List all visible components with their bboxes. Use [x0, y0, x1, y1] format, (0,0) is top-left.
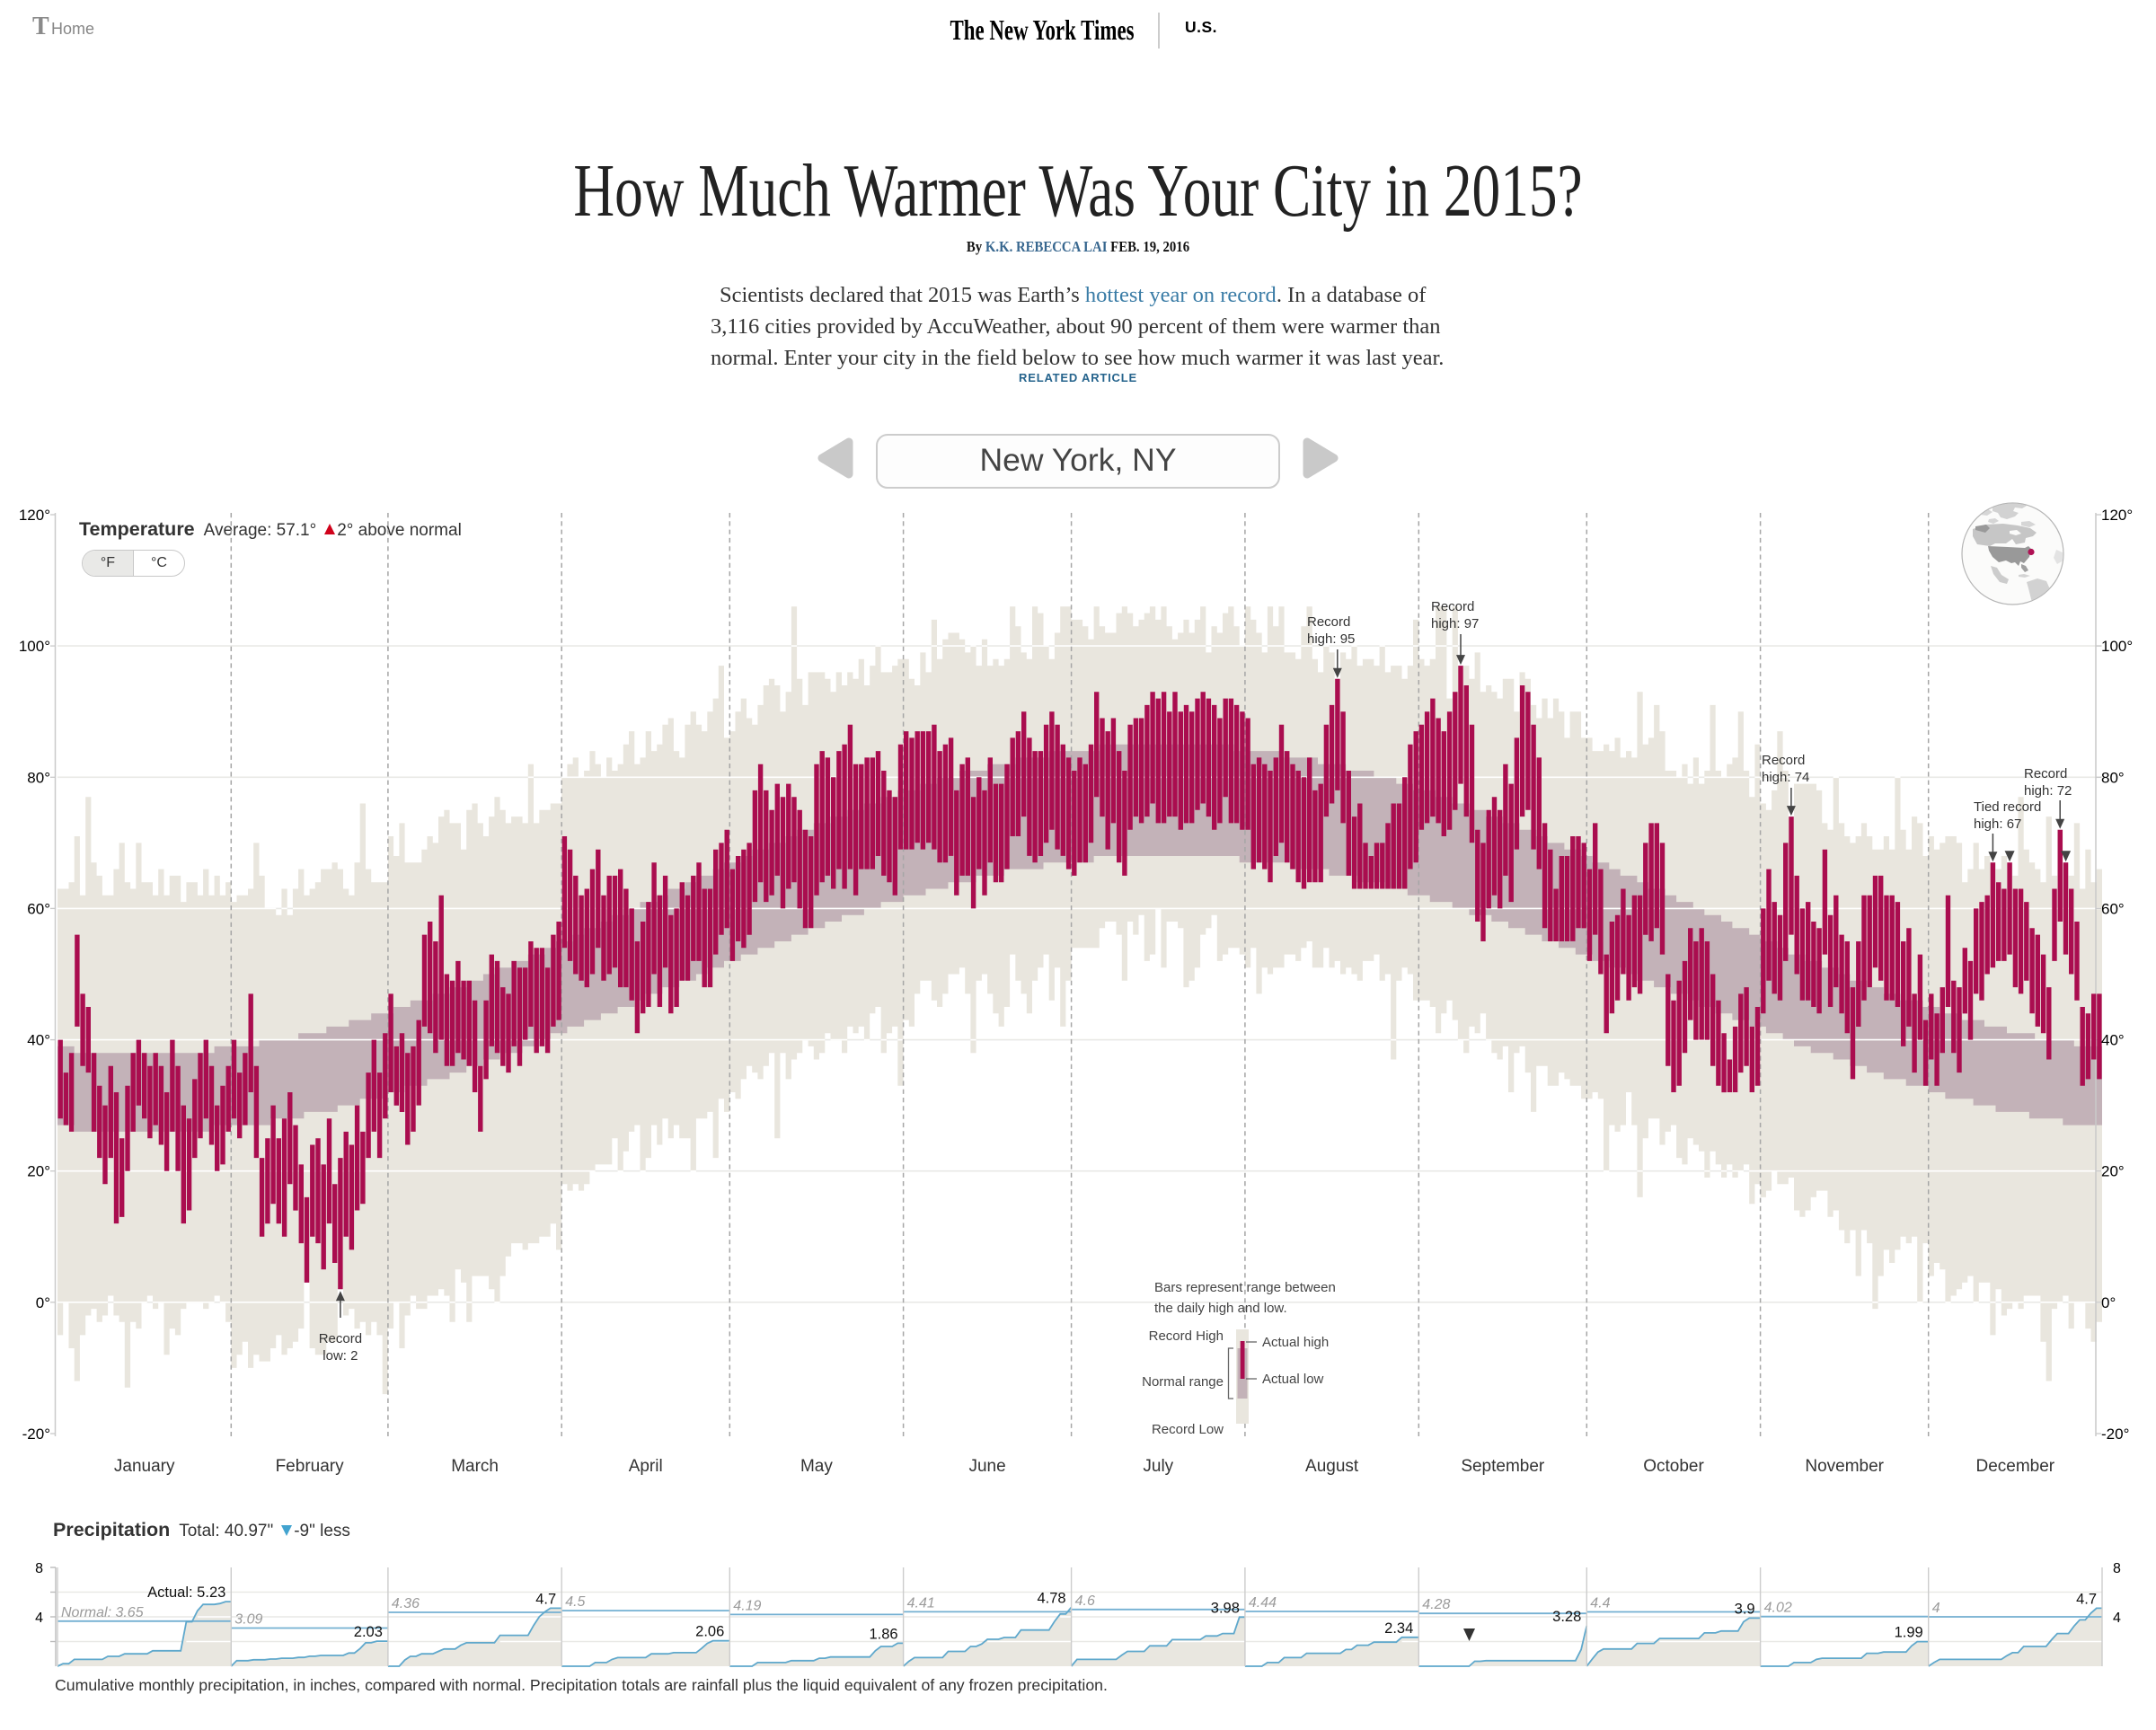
svg-text:80°: 80°	[2101, 769, 2125, 786]
svg-text:high: 95: high: 95	[1307, 631, 1355, 647]
svg-text:-20°: -20°	[2101, 1425, 2129, 1443]
svg-text:Normal: 3.65: Normal: 3.65	[61, 1605, 144, 1620]
svg-text:3.9: 3.9	[1735, 1601, 1755, 1617]
svg-text:July: July	[1143, 1457, 1173, 1476]
svg-text:May: May	[800, 1457, 833, 1476]
svg-text:80°: 80°	[27, 769, 50, 786]
svg-text:Tied record: Tied record	[1974, 799, 2041, 815]
svg-text:2.34: 2.34	[1384, 1620, 1413, 1637]
svg-text:Record: Record	[1307, 614, 1350, 630]
svg-text:20°: 20°	[27, 1163, 50, 1180]
svg-text:August: August	[1305, 1457, 1359, 1476]
svg-text:November: November	[1805, 1457, 1884, 1476]
svg-text:40°: 40°	[27, 1032, 50, 1049]
svg-text:Record: Record	[1431, 599, 1474, 614]
svg-text:Record: Record	[319, 1331, 362, 1346]
svg-text:June: June	[968, 1457, 1005, 1476]
svg-text:high: 67: high: 67	[1974, 816, 2021, 832]
svg-text:4.78: 4.78	[1037, 1590, 1065, 1606]
svg-text:8: 8	[35, 1561, 43, 1576]
svg-text:December: December	[1975, 1457, 2054, 1476]
svg-text:60°: 60°	[2101, 900, 2125, 917]
svg-text:40°: 40°	[2101, 1032, 2125, 1049]
svg-text:high: 74: high: 74	[1762, 770, 1809, 785]
svg-text:4: 4	[2113, 1611, 2121, 1626]
svg-text:0°: 0°	[36, 1294, 50, 1311]
svg-text:Record High: Record High	[1149, 1328, 1224, 1344]
svg-text:8: 8	[2113, 1561, 2121, 1576]
svg-text:February: February	[276, 1457, 345, 1476]
svg-text:New York, NY: New York, NY	[979, 442, 1176, 478]
svg-text:high: 72: high: 72	[2024, 783, 2072, 799]
svg-text:Record Low: Record Low	[1152, 1422, 1224, 1437]
svg-text:the daily high and low.: the daily high and low.	[1154, 1301, 1287, 1316]
svg-text:Normal range: Normal range	[1142, 1374, 1224, 1390]
svg-text:4.44: 4.44	[1249, 1595, 1277, 1611]
svg-text:Actual low: Actual low	[1262, 1372, 1324, 1387]
svg-text:Bars represent range between: Bars represent range between	[1154, 1280, 1336, 1295]
svg-text:60°: 60°	[27, 900, 50, 917]
svg-text:Actual high: Actual high	[1262, 1335, 1329, 1350]
svg-text:4.7: 4.7	[2076, 1591, 2097, 1607]
svg-text:Actual: 5.23: Actual: 5.23	[147, 1584, 225, 1601]
svg-text:3.98: 3.98	[1211, 1600, 1240, 1616]
svg-text:4.6: 4.6	[1075, 1593, 1095, 1609]
svg-text:120°: 120°	[19, 507, 50, 524]
svg-text:4.28: 4.28	[1422, 1597, 1450, 1612]
svg-text:100°: 100°	[2101, 638, 2133, 655]
svg-text:March: March	[451, 1457, 499, 1476]
svg-text:April: April	[629, 1457, 663, 1476]
svg-text:1.99: 1.99	[1895, 1625, 1923, 1641]
svg-text:20°: 20°	[2101, 1163, 2125, 1180]
svg-text:high: 97: high: 97	[1431, 616, 1479, 631]
svg-text:4.36: 4.36	[392, 1596, 420, 1611]
svg-text:4: 4	[35, 1611, 43, 1626]
svg-text:4.5: 4.5	[565, 1594, 585, 1610]
svg-text:4.02: 4.02	[1764, 1601, 1792, 1616]
svg-text:2.03: 2.03	[354, 1624, 383, 1640]
svg-text:Record: Record	[2024, 766, 2067, 781]
svg-text:October: October	[1643, 1457, 1704, 1476]
svg-text:September: September	[1461, 1457, 1545, 1476]
svg-text:4.19: 4.19	[733, 1598, 761, 1613]
svg-text:4.41: 4.41	[907, 1595, 935, 1611]
svg-text:3.09: 3.09	[234, 1612, 262, 1628]
svg-text:4: 4	[1932, 1601, 1940, 1616]
svg-text:100°: 100°	[19, 638, 50, 655]
svg-text:-20°: -20°	[22, 1425, 50, 1443]
svg-text:0°: 0°	[2101, 1294, 2116, 1311]
svg-text:3.28: 3.28	[1552, 1609, 1581, 1625]
svg-text:January: January	[114, 1457, 175, 1476]
svg-text:4.4: 4.4	[1590, 1596, 1610, 1611]
svg-text:120°: 120°	[2101, 507, 2133, 524]
svg-text:1.86: 1.86	[869, 1626, 897, 1642]
svg-text:4.7: 4.7	[535, 1591, 556, 1607]
svg-text:low: 2: low: 2	[323, 1348, 358, 1364]
svg-text:Record: Record	[1762, 753, 1805, 768]
svg-text:2.06: 2.06	[695, 1624, 724, 1640]
